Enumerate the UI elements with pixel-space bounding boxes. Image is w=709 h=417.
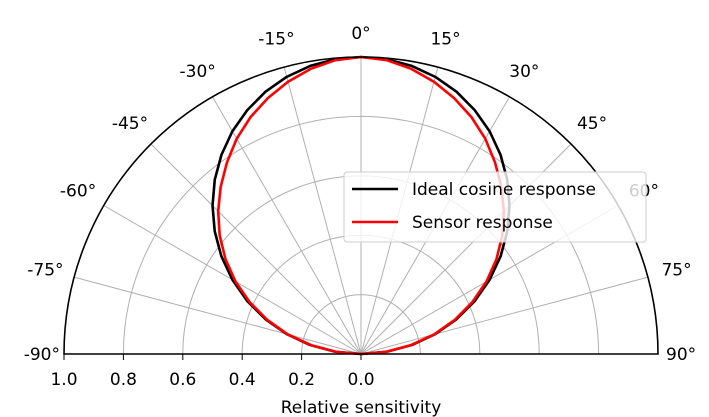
radial-gridline [360,276,649,355]
radius-tick-label: 0.4 [229,370,256,390]
legend: Ideal cosine response Sensor response [343,171,647,243]
angle-tick-label: 75° [661,260,691,280]
radial-gridline [212,96,362,355]
radius-tick-label: 0.2 [288,370,315,390]
angle-tick-label: 30° [509,62,539,82]
angle-tick-label: 45° [577,114,607,134]
legend-label-sensor: Sensor response [412,213,553,233]
radial-gridline [150,143,362,355]
radial-gridline [73,276,362,355]
radius-tick-label: 0.6 [169,370,196,390]
angle-tick-label: 90° [666,345,696,365]
x-axis-title: Relative sensitivity [281,398,442,417]
angle-tick-label: -75° [27,260,63,280]
angle-tick-label: -90° [24,345,60,365]
legend-label-ideal-cosine: Ideal cosine response [412,180,596,200]
angle-tick-label: -15° [258,29,294,49]
radius-gridline [122,115,600,355]
radius-gridline [301,294,421,355]
angle-tick-label: 0° [351,24,370,44]
radial-gridline [283,66,362,355]
angle-tick-label: -30° [180,62,216,82]
angle-tick-label: 15° [430,29,460,49]
legend-box [343,171,647,243]
angle-tick-label: -60° [60,182,96,202]
angle-tick-label: -45° [112,114,148,134]
radius-tick-label: 0.0 [347,370,374,390]
radius-tick-label: 1.0 [50,370,77,390]
radius-tick-label: 0.8 [110,370,137,390]
